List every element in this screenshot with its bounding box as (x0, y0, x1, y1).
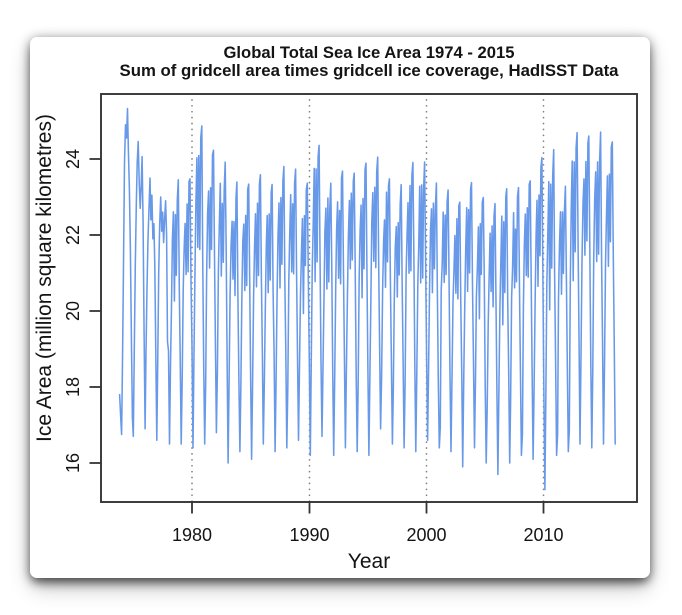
svg-text:20: 20 (63, 301, 83, 321)
svg-text:24: 24 (63, 149, 83, 169)
svg-text:16: 16 (63, 453, 83, 473)
svg-text:Global Total Sea Ice Area 1974: Global Total Sea Ice Area 1974 - 2015 (224, 43, 515, 62)
svg-text:2010: 2010 (523, 525, 563, 545)
svg-text:2000: 2000 (406, 525, 446, 545)
svg-text:1980: 1980 (172, 525, 212, 545)
svg-text:18: 18 (63, 377, 83, 397)
svg-text:Sum of gridcell area times gri: Sum of gridcell area times gridcell ice … (120, 61, 620, 80)
svg-text:1990: 1990 (289, 525, 329, 545)
svg-text:22: 22 (63, 225, 83, 245)
svg-text:Ice Area (million square kilom: Ice Area (million square kilometres) (33, 114, 56, 442)
svg-text:Year: Year (348, 550, 390, 573)
